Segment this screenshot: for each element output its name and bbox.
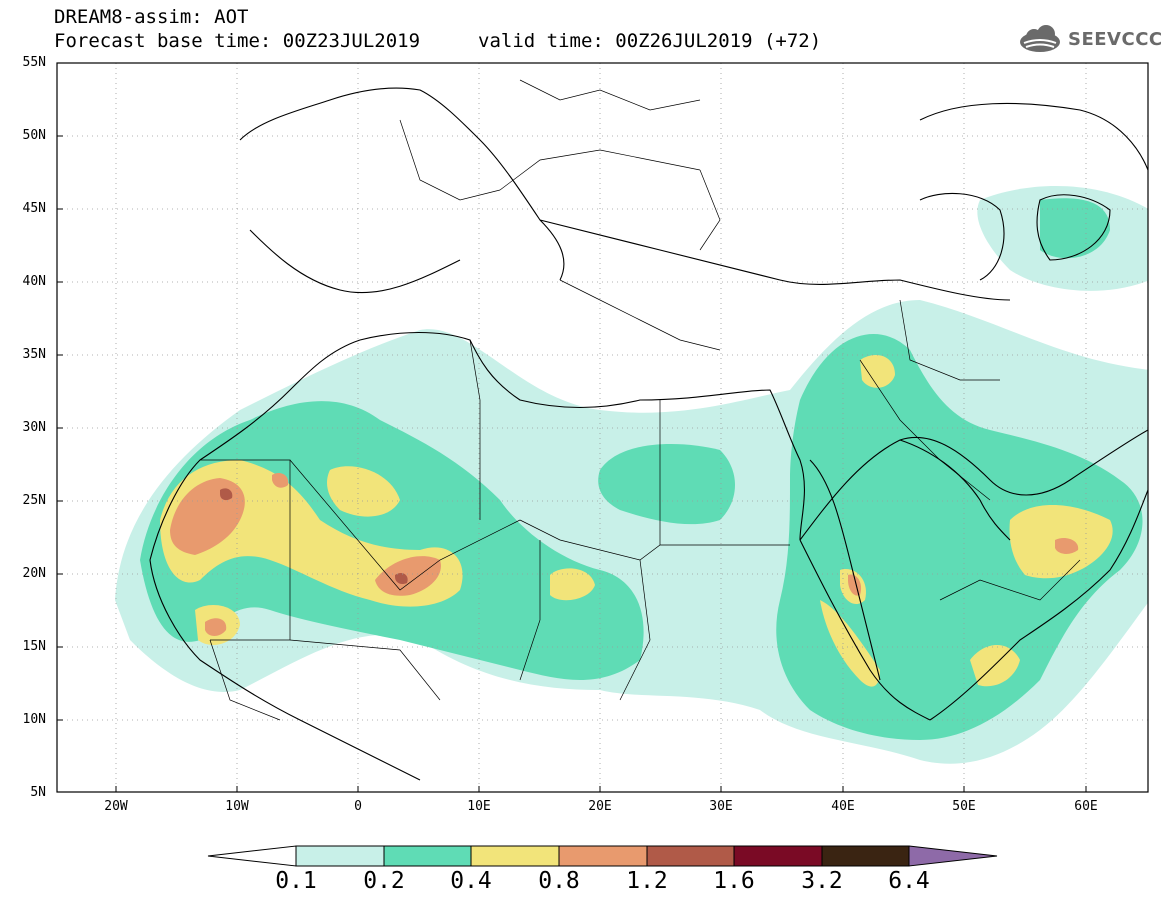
lat-label: 20N [22, 566, 46, 581]
lon-label: 40E [831, 799, 855, 814]
colorbar-label: 1.2 [626, 868, 668, 894]
aot-level-1.2 [220, 488, 408, 585]
colorbar-bin [558, 845, 648, 867]
colorbar-bin [821, 845, 910, 867]
colorbar-label: 0.4 [450, 868, 492, 894]
colorbar-bin [733, 845, 823, 867]
lon-label: 50E [952, 799, 976, 814]
lat-label: 50N [22, 128, 46, 143]
colorbar-over [908, 845, 998, 867]
lon-label: 20W [104, 799, 128, 814]
lon-label: 10W [225, 799, 249, 814]
lon-label: 0 [354, 799, 362, 814]
lat-label: 35N [22, 347, 46, 362]
colorbar-bin [295, 845, 385, 867]
lon-label: 10E [467, 799, 491, 814]
lat-label: 25N [22, 493, 46, 508]
lon-label: 20E [588, 799, 612, 814]
lat-label: 55N [22, 55, 46, 70]
colorbar-label: 0.2 [363, 868, 405, 894]
colorbar-label: 3.2 [801, 868, 843, 894]
map-title: DREAM8-assim: AOT [54, 6, 249, 28]
colorbar-label: 0.8 [538, 868, 580, 894]
coastlines [149, 87, 1148, 781]
lon-label: 30E [709, 799, 733, 814]
forecast-base-time: Forecast base time: 00Z23JUL2019 [54, 30, 421, 52]
colorbar-label: 1.6 [713, 868, 755, 894]
colorbar [207, 845, 998, 867]
colorbar-label: 6.4 [888, 868, 930, 894]
lat-label: 45N [22, 201, 46, 216]
cloud-logo-icon [1020, 25, 1060, 52]
graticule [57, 63, 1148, 792]
valid-time: valid time: 00Z26JUL2019 (+72) [478, 30, 822, 52]
lat-label: 10N [22, 712, 46, 727]
lat-label: 40N [22, 274, 46, 289]
colorbar-under [207, 845, 297, 867]
lat-label: 15N [22, 639, 46, 654]
lon-label: 60E [1074, 799, 1098, 814]
axis-ticks [57, 62, 1087, 792]
colorbar-bin [383, 845, 472, 867]
lat-label: 5N [30, 785, 46, 800]
logo-text: SEEVCCC [1068, 29, 1163, 50]
colorbar-bin [646, 845, 735, 867]
aot-contours [115, 186, 1148, 764]
colorbar-bin [470, 845, 560, 867]
colorbar-label: 0.1 [275, 868, 317, 894]
country-borders [200, 79, 1081, 721]
lat-label: 30N [22, 420, 46, 435]
